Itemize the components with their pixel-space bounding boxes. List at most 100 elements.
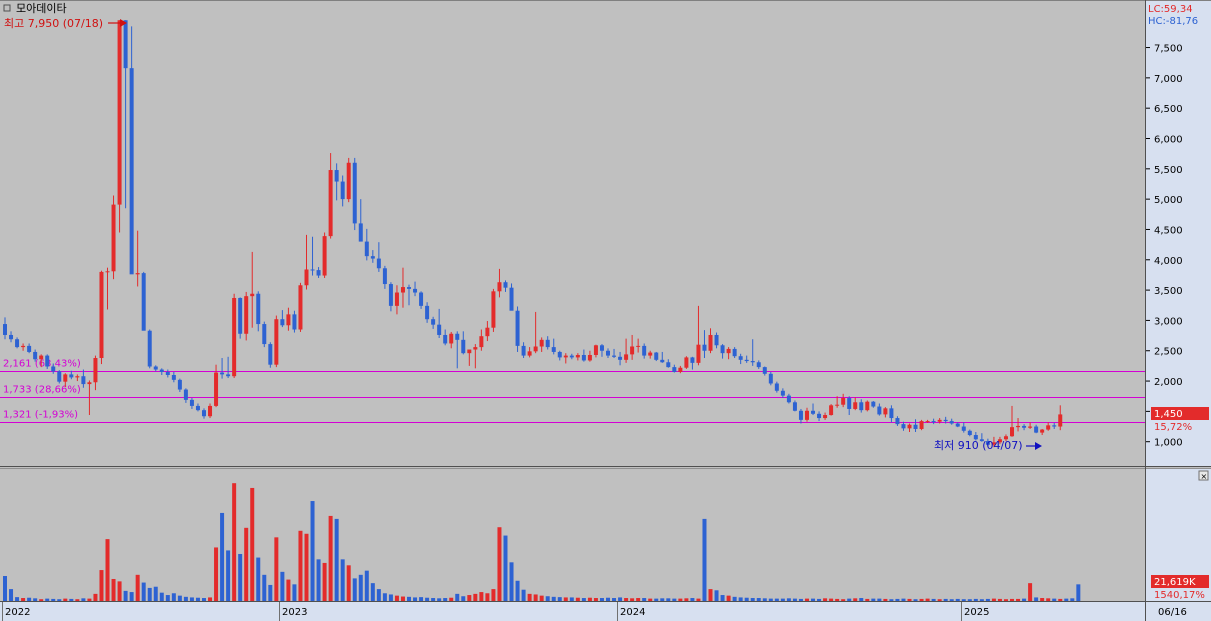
candle-body (388, 284, 393, 306)
title-checkbox[interactable] (3, 4, 11, 12)
volume-bar (636, 598, 641, 601)
volume-bar (678, 598, 683, 601)
y-tick-label: 7,500 (1154, 44, 1183, 55)
candle-body (642, 345, 647, 356)
candle-body (991, 442, 996, 445)
volume-bar (931, 598, 936, 601)
candle-body (99, 271, 104, 359)
volume-bar (268, 584, 273, 601)
candle-body (587, 354, 592, 361)
y-tick-label: 3,000 (1154, 316, 1183, 327)
volume-bar (171, 593, 176, 601)
candle-body (201, 410, 206, 417)
volume-bar (991, 598, 996, 601)
volume-bar (599, 598, 604, 601)
candle-body (726, 348, 731, 354)
volume-bar (569, 597, 574, 601)
candle-body (1040, 429, 1045, 433)
volume-bar (907, 598, 912, 601)
candle-body (111, 204, 116, 272)
price-panel[interactable] (0, 0, 1145, 466)
volume-panel[interactable] (0, 468, 1145, 601)
volume-bar (413, 597, 418, 601)
candle-body (563, 355, 568, 358)
volume-bar (467, 595, 472, 601)
y-tick-label: 1,000 (1154, 438, 1183, 449)
volume-bar (714, 590, 719, 601)
candle-body (985, 441, 990, 445)
volume-bar (328, 515, 333, 601)
volume-bar (527, 593, 532, 601)
candle-body (762, 367, 767, 374)
close-button[interactable] (1198, 470, 1209, 481)
volume-bar (798, 598, 803, 601)
volume-bar (123, 590, 128, 601)
volume-bar (624, 598, 629, 601)
candle-body (129, 68, 134, 275)
volume-bar (937, 599, 942, 601)
candle-body (346, 162, 351, 200)
volume-bar (238, 553, 243, 601)
y-tick-label: 7,000 (1154, 74, 1183, 85)
volume-bar (63, 598, 68, 601)
candle-body (334, 170, 339, 182)
candle-body (147, 330, 152, 367)
candle-body (214, 372, 219, 406)
candle-body (376, 258, 381, 269)
candle-body (684, 357, 689, 368)
candle-body (485, 327, 490, 337)
volume-bar (443, 598, 448, 601)
candle-body (159, 369, 164, 372)
volume-bar (835, 598, 840, 601)
candle-body (238, 297, 243, 334)
current-price-label: 1,450 (1154, 409, 1183, 420)
volume-bar (298, 530, 303, 601)
volume-bar (93, 593, 98, 601)
volume-bar (829, 598, 834, 601)
volume-bar (581, 598, 586, 601)
volume-bar (45, 598, 50, 601)
candle-body (1010, 427, 1015, 437)
candle-body (280, 319, 285, 326)
volume-bar (292, 584, 297, 601)
low-marker-arrowhead (1035, 442, 1042, 450)
candle-body (491, 291, 496, 328)
candle-body (1022, 425, 1027, 428)
candle-body (883, 408, 888, 415)
candle-body (443, 334, 448, 344)
candle-body (141, 273, 146, 331)
candle-body (901, 424, 906, 429)
candle-body (93, 358, 98, 383)
volume-bar (1016, 598, 1021, 601)
volume-bar (955, 598, 960, 601)
candle-body (364, 241, 369, 257)
y-tick-label: 6,000 (1154, 135, 1183, 146)
candle-body (21, 345, 26, 348)
y-tick-label: 4,500 (1154, 225, 1183, 236)
volume-bar (1003, 599, 1008, 601)
volume-bar (630, 598, 635, 601)
candle-body (527, 351, 532, 356)
candle-body (250, 293, 255, 297)
volume-bar (165, 595, 170, 601)
candle-body (69, 374, 74, 378)
candle-body (660, 359, 665, 363)
candle-body (630, 346, 635, 355)
candle-body (955, 423, 960, 427)
volume-bar (817, 598, 822, 601)
volume-bar (370, 583, 375, 601)
candle-body (750, 361, 755, 363)
volume-bar (606, 597, 610, 601)
candle-body (1058, 414, 1063, 427)
candle-body (262, 324, 267, 345)
volume-bar (250, 487, 255, 601)
volume-bar (672, 598, 677, 601)
volume-bar (690, 598, 695, 601)
candle-body (943, 419, 948, 422)
volume-bar (437, 598, 442, 601)
candle-body (979, 439, 984, 442)
candle-body (268, 344, 273, 365)
candle-body (521, 345, 526, 356)
volume-bar (376, 589, 381, 601)
candle-body (208, 405, 213, 417)
